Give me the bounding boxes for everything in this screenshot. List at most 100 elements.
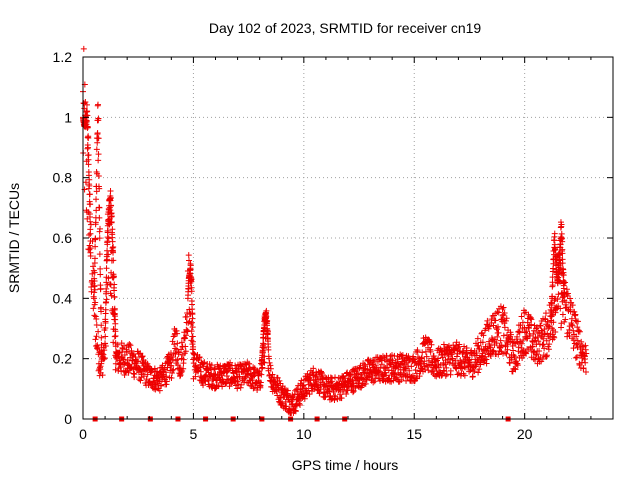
data-point — [500, 304, 507, 311]
data-point — [263, 307, 270, 314]
data-point — [86, 176, 93, 183]
data-point — [185, 252, 192, 259]
data-point — [182, 343, 189, 350]
data-point — [560, 266, 567, 273]
data-point — [84, 124, 91, 131]
data-point — [109, 231, 116, 238]
data-point — [95, 151, 102, 158]
data-point — [501, 310, 508, 317]
data-point — [219, 383, 226, 390]
data-point — [237, 384, 244, 391]
data-point — [87, 238, 94, 245]
data-point — [91, 295, 98, 302]
data-point — [338, 395, 345, 402]
data-point — [551, 334, 558, 341]
data-point — [416, 373, 423, 380]
data-point — [103, 285, 110, 292]
data-point — [257, 379, 264, 386]
data-point — [105, 216, 112, 223]
data-point — [107, 195, 114, 202]
axis-ticks: 0 5 10 15 20 0 0.2 0.4 0.6 0.8 1 1.2 — [53, 49, 613, 442]
data-point — [109, 226, 116, 233]
data-point — [552, 328, 559, 335]
data-point — [269, 371, 276, 378]
data-point — [94, 139, 101, 146]
data-point — [112, 366, 119, 373]
data-point — [418, 354, 425, 361]
data-point — [425, 367, 432, 374]
data-point — [273, 381, 280, 388]
data-point — [483, 360, 490, 367]
data-point — [322, 393, 329, 400]
data-point — [509, 343, 516, 350]
data-point — [108, 219, 115, 226]
data-point — [111, 281, 118, 288]
data-point — [97, 285, 104, 292]
data-point — [447, 367, 454, 374]
data-point — [544, 330, 551, 337]
data-point — [224, 378, 231, 385]
data-point — [440, 367, 447, 374]
data-point — [107, 187, 114, 194]
data-point — [121, 371, 128, 378]
data-point — [123, 348, 130, 355]
data-point — [90, 305, 97, 312]
data-point — [131, 371, 138, 378]
data-point — [549, 282, 556, 289]
data-point — [111, 305, 118, 312]
data-point — [238, 381, 245, 388]
data-point — [227, 359, 234, 366]
data-point — [98, 348, 105, 355]
data-point — [555, 291, 562, 298]
data-point — [477, 361, 484, 368]
data-point — [138, 374, 145, 381]
data-point — [196, 354, 203, 361]
data-point — [497, 337, 504, 344]
data-point — [189, 333, 196, 340]
data-point — [110, 249, 117, 256]
data-point — [493, 340, 500, 347]
data-point — [188, 337, 195, 344]
data-point — [507, 331, 514, 338]
data-point — [93, 207, 100, 214]
data-point — [408, 363, 415, 370]
data-point — [510, 347, 517, 354]
data-point — [202, 372, 209, 379]
y-axis-label: SRMTID / TECUs — [6, 183, 22, 293]
data-point — [102, 299, 109, 306]
data-point — [467, 367, 474, 374]
data-point — [440, 341, 447, 348]
data-point — [559, 311, 566, 318]
data-point — [539, 341, 546, 348]
data-point — [542, 310, 549, 317]
data-point — [414, 348, 421, 355]
data-point — [112, 320, 119, 327]
data-point — [92, 299, 99, 306]
data-point — [492, 317, 499, 324]
data-point — [86, 201, 93, 208]
data-point — [479, 339, 486, 346]
data-point — [182, 348, 189, 355]
data-point — [103, 296, 110, 303]
data-point — [581, 353, 588, 360]
data-point — [86, 232, 93, 239]
data-point — [100, 351, 107, 358]
data-point — [293, 401, 300, 408]
data-point — [211, 372, 218, 379]
data-point — [163, 373, 170, 380]
data-point — [575, 318, 582, 325]
data-point — [187, 262, 194, 269]
data-point — [112, 332, 119, 339]
data-point — [558, 221, 565, 228]
x-tick-label: 10 — [296, 426, 312, 442]
data-point — [88, 288, 95, 295]
data-point — [536, 347, 543, 354]
data-point — [93, 146, 100, 153]
data-point — [427, 348, 434, 355]
data-point — [108, 292, 115, 299]
data-point — [86, 191, 93, 198]
data-point — [413, 375, 420, 382]
data-point — [170, 366, 177, 373]
data-point — [378, 361, 385, 368]
data-point — [503, 315, 510, 322]
